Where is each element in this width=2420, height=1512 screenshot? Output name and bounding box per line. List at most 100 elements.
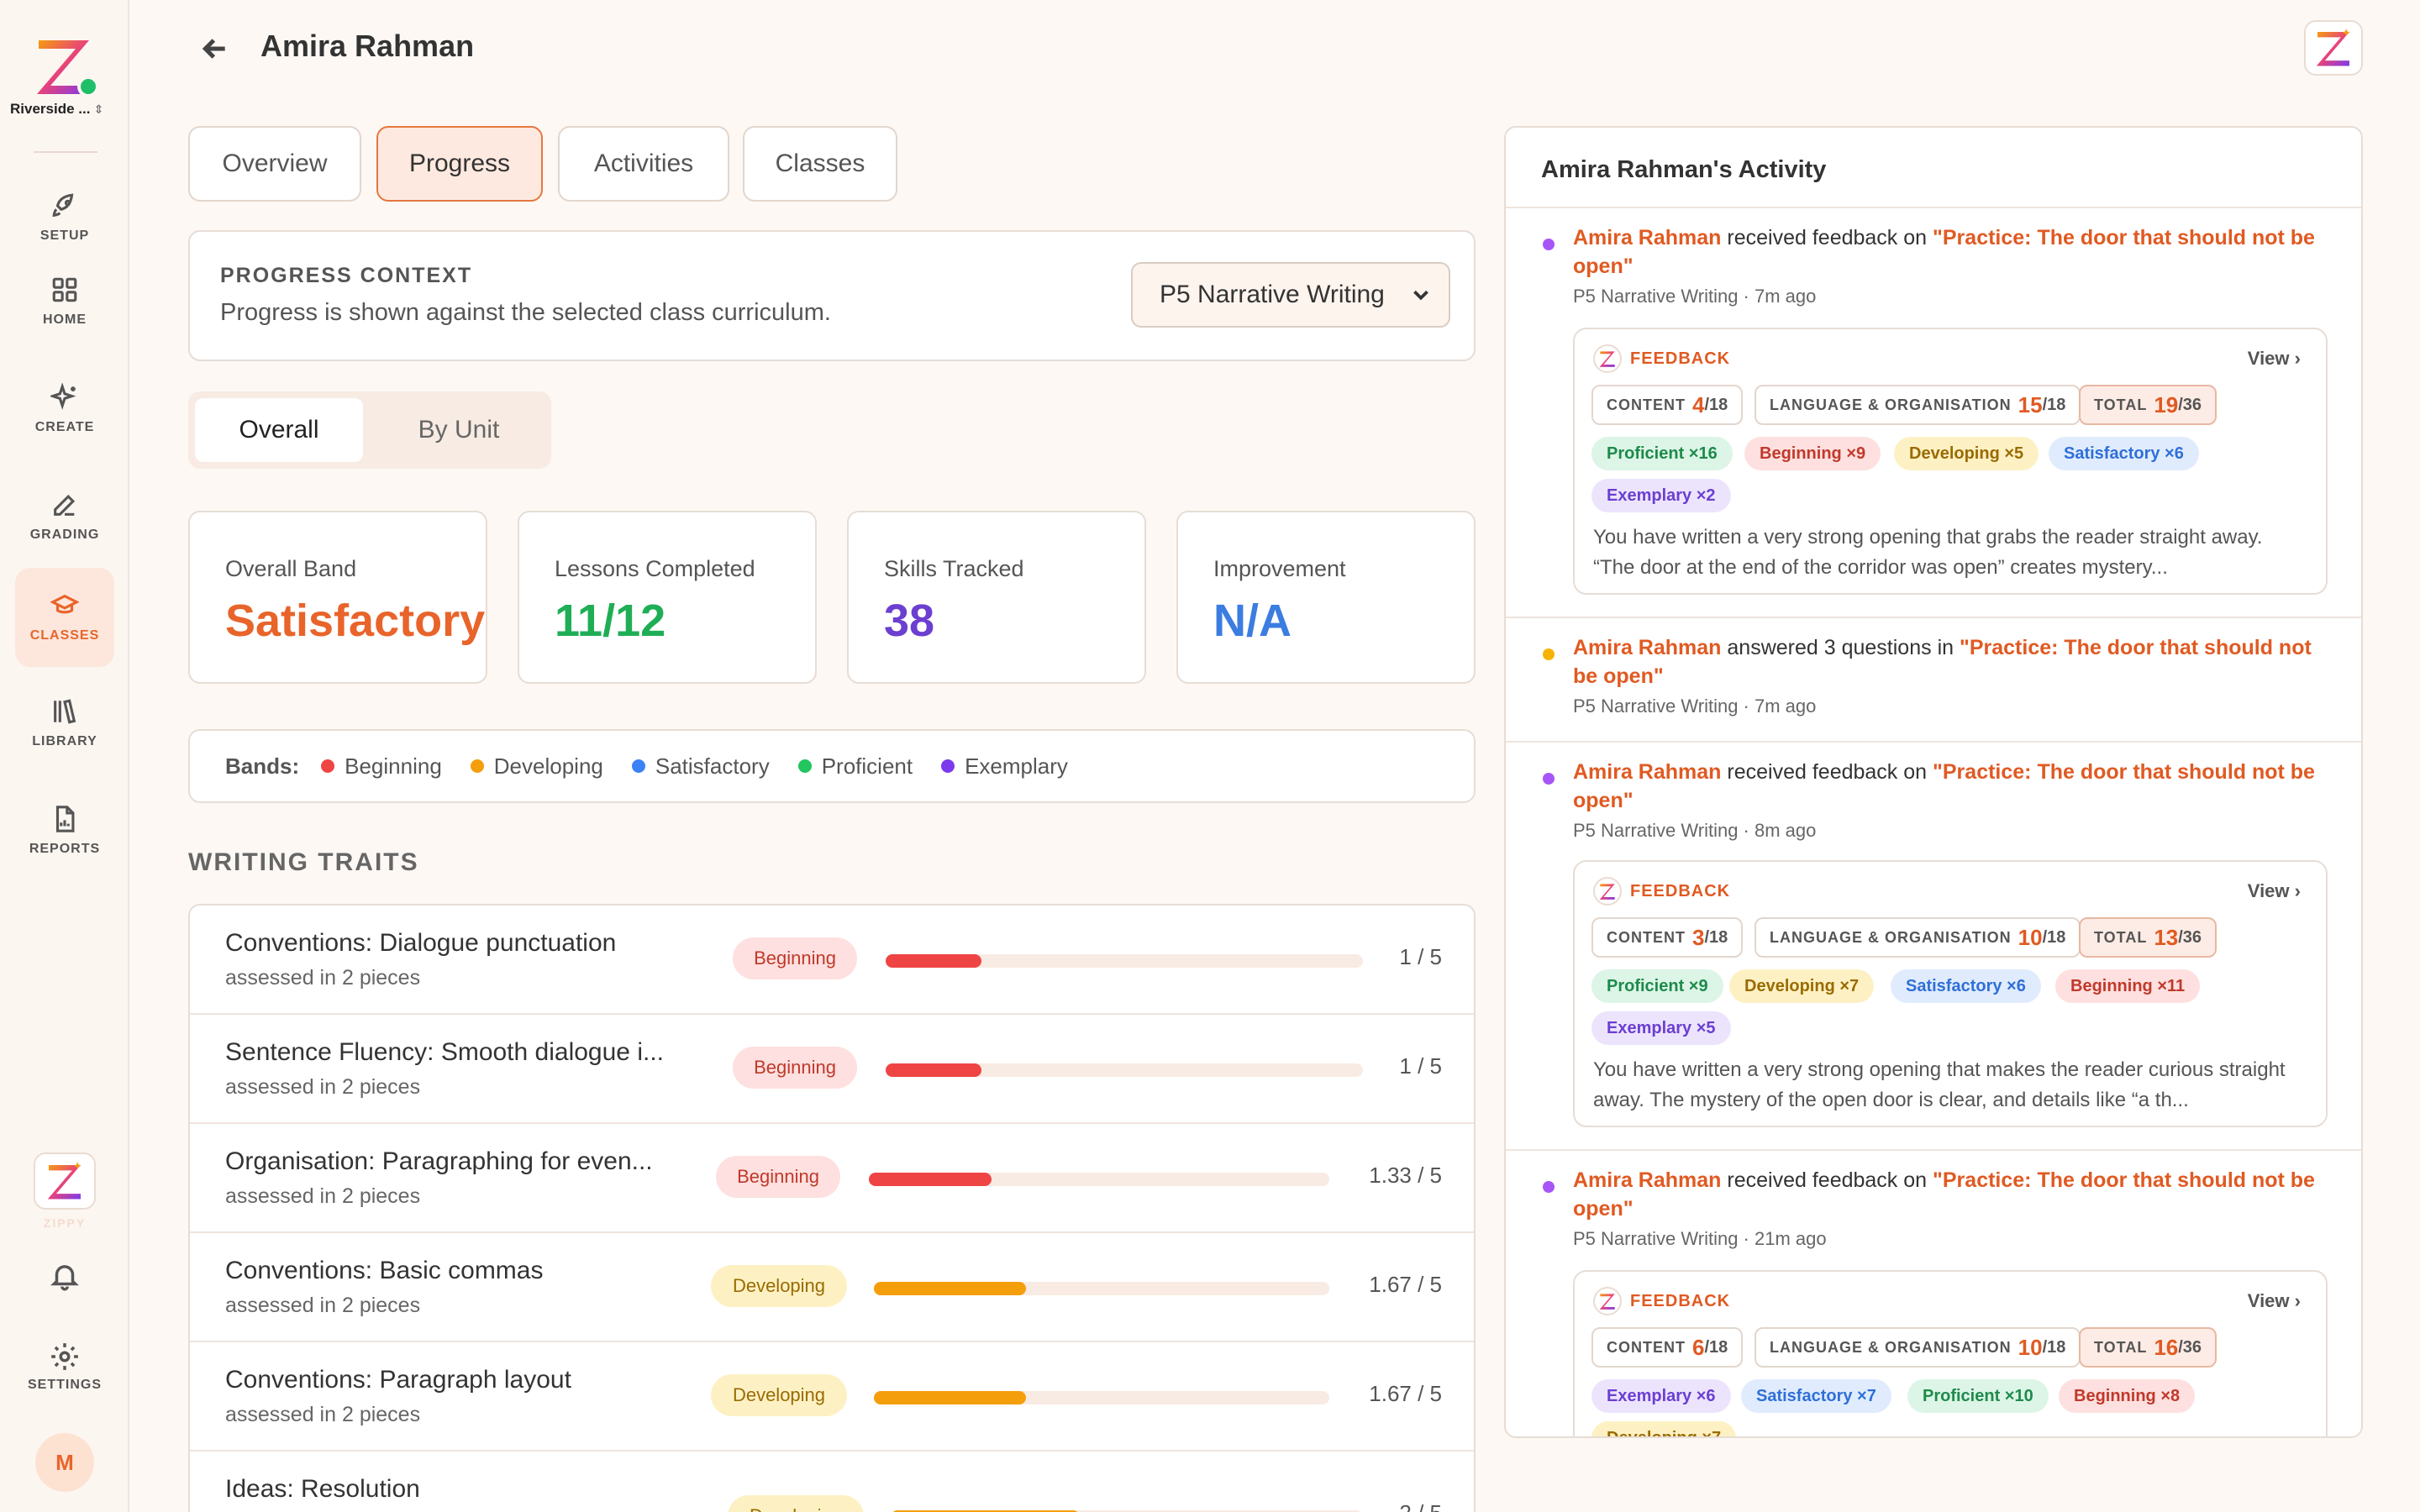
trait-row[interactable]: Conventions: Paragraph layout assessed i… (190, 1342, 1474, 1452)
score-language: LANGUAGE & ORGANISATION 10/18 (1754, 1327, 2081, 1368)
trait-progress-fill (891, 1510, 1080, 1512)
activity-assignment-link[interactable]: "Practice: The door that should not be o… (1573, 226, 2315, 278)
stat-value: Satisfactory (225, 596, 486, 646)
trait-name: Organisation: Paragraphing for even... (225, 1147, 653, 1175)
score-max: /36 (2178, 1337, 2202, 1357)
trait-progress-fill (874, 1282, 1027, 1295)
stat-skills-tracked: Skills Tracked 38 (847, 511, 1146, 684)
tab-activities[interactable]: Activities (558, 126, 729, 202)
activity-assignment-link[interactable]: "Practice: The door that should not be o… (1573, 1168, 2315, 1221)
stat-label: Improvement (1213, 556, 1346, 581)
band-chip: Beginning ×11 (2055, 969, 2201, 1003)
library-icon (54, 699, 76, 724)
activity-verb: received feedback on (1727, 226, 1928, 249)
activity-student-link[interactable]: Amira Rahman (1573, 226, 1722, 249)
school-name: Riverside ... (10, 101, 91, 117)
trait-row[interactable]: Conventions: Dialogue punctuation assess… (190, 906, 1474, 1015)
notifications-button[interactable] (49, 1260, 81, 1292)
trait-progress-bar (874, 1282, 1329, 1295)
legend-dot (631, 759, 645, 773)
zippy-corner-button[interactable] (2304, 20, 2363, 76)
trait-progress-bar (874, 1391, 1329, 1404)
progress-context-title: PROGRESS CONTEXT (220, 264, 473, 287)
nav-classes[interactable]: CLASSES (15, 568, 114, 667)
legend-label: Exemplary (965, 753, 1068, 779)
feedback-label: FEEDBACK (1630, 882, 1731, 900)
trait-score: 1.67 / 5 (1369, 1381, 1442, 1406)
nav-grading-label: GRADING (29, 528, 100, 542)
trait-name: Sentence Fluency: Smooth dialogue i... (225, 1038, 664, 1066)
trait-assessed: assessed in 2 pieces (225, 1184, 421, 1208)
score-content: CONTENT 4/18 (1591, 385, 1744, 425)
nav-library-label: LIBRARY (32, 734, 97, 748)
score-label: CONTENT (1607, 1338, 1686, 1356)
activity-student-link[interactable]: Amira Rahman (1573, 1168, 1722, 1192)
stat-value: N/A (1213, 596, 1292, 646)
trait-row[interactable]: Conventions: Basic commas assessed in 2 … (190, 1233, 1474, 1342)
settings-button[interactable] (49, 1341, 81, 1373)
curriculum-select[interactable]: P5 Narrative Writing (1131, 262, 1450, 328)
graduation-cap-icon (50, 594, 79, 614)
settings-label: SETTINGS (27, 1378, 102, 1392)
score-max: /18 (1704, 395, 1728, 414)
band-chip: Satisfactory ×7 (1741, 1379, 1891, 1413)
view-feedback-button[interactable]: View › (2248, 1290, 2301, 1312)
activity-item: Amira Rahman received feedback on "Pract… (1506, 1151, 2361, 1436)
school-switcher[interactable]: Riverside ... ⇕ (10, 101, 119, 118)
activity-dot (1543, 1181, 1555, 1193)
score-content: CONTENT 6/18 (1591, 1327, 1744, 1368)
feedback-excerpt: You have written a very strong opening t… (1593, 526, 2263, 579)
activity-assignment-link[interactable]: "Practice: The door that should not be o… (1573, 760, 2315, 812)
trait-row[interactable]: Ideas: Resolution Developing 2 / 5 (190, 1452, 1474, 1512)
stat-value: 11/12 (555, 596, 666, 646)
zippy-button[interactable] (34, 1152, 96, 1210)
toggle-overall[interactable]: Overall (195, 398, 363, 462)
nav-create-label: CREATE (34, 420, 95, 434)
trait-progress-fill (886, 954, 981, 968)
activity-meta: P5 Narrative Writing · 8m ago (1573, 820, 1817, 841)
avatar[interactable]: M (35, 1433, 94, 1492)
feedback-label: FEEDBACK (1630, 1292, 1731, 1310)
tab-overview[interactable]: Overview (188, 126, 361, 202)
view-feedback-button[interactable]: View › (2248, 348, 2301, 370)
activity-student-link[interactable]: Amira Rahman (1573, 636, 1722, 659)
zippy-icon (1593, 877, 1622, 906)
legend-dot (941, 759, 955, 773)
legend-developing: Developing (470, 753, 603, 780)
view-label: View (2247, 1290, 2290, 1311)
nav-home[interactable]: HOME (15, 252, 114, 351)
score-value: 16 (2154, 1334, 2179, 1360)
activity-panel: Amira Rahman's Activity Amira Rahman rec… (1504, 126, 2363, 1438)
sidebar-divider (34, 151, 97, 153)
activity-student-link[interactable]: Amira Rahman (1573, 760, 1722, 784)
trait-row[interactable]: Sentence Fluency: Smooth dialogue i... a… (190, 1015, 1474, 1124)
feedback-label: FEEDBACK (1630, 349, 1731, 368)
toggle-by-unit[interactable]: By Unit (418, 416, 500, 444)
score-value: 13 (2154, 924, 2179, 950)
view-label: View (2247, 348, 2290, 369)
nav-create[interactable]: CREATE (15, 360, 114, 459)
score-label: LANGUAGE & ORGANISATION (1770, 928, 2012, 946)
activity-meta: P5 Narrative Writing · 21m ago (1573, 1228, 1827, 1249)
tab-progress[interactable]: Progress (376, 126, 543, 202)
legend-dot (321, 759, 335, 773)
nav-reports[interactable]: REPORTS (15, 781, 114, 880)
back-button[interactable] (198, 32, 232, 66)
legend-dot (797, 759, 812, 773)
nav-setup[interactable]: SETUP (15, 168, 114, 267)
stat-improvement: Improvement N/A (1176, 511, 1476, 684)
app-logo[interactable] (34, 34, 94, 97)
arrow-left-icon (202, 39, 225, 59)
nav-library[interactable]: LIBRARY (15, 674, 114, 773)
bands-legend: Bands: Beginning Developing Satisfactory… (188, 729, 1476, 803)
nav-grading[interactable]: GRADING (15, 467, 114, 566)
nav-reports-label: REPORTS (29, 842, 101, 856)
stat-overall-band: Overall Band Satisfactory (188, 511, 487, 684)
tab-classes[interactable]: Classes (743, 126, 897, 202)
view-feedback-button[interactable]: View › (2248, 880, 2301, 902)
legend-proficient: Proficient (797, 753, 913, 780)
trait-row[interactable]: Organisation: Paragraphing for even... a… (190, 1124, 1474, 1233)
trait-name: Conventions: Basic commas (225, 1257, 544, 1284)
activity-assignment-link[interactable]: "Practice: The door that should not be o… (1573, 636, 2312, 688)
trait-progress-fill (874, 1391, 1027, 1404)
